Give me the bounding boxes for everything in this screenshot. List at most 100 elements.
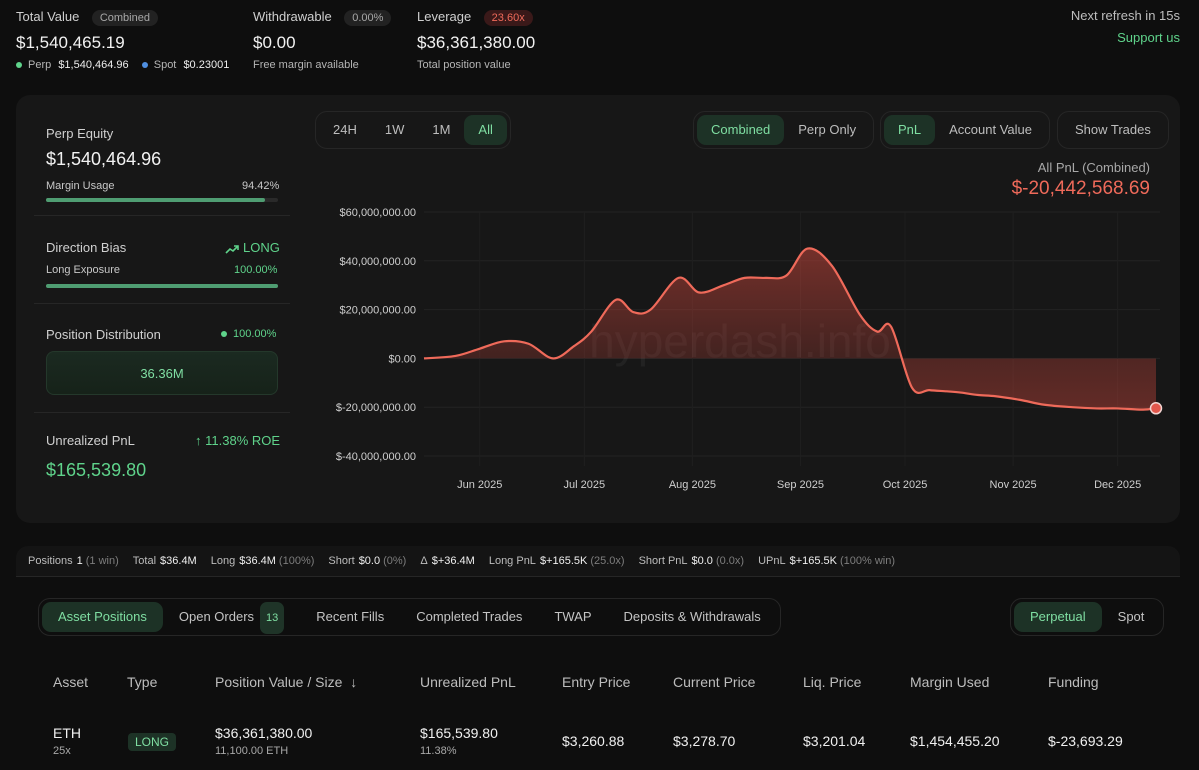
mode-perp-only[interactable]: Perp Only	[798, 122, 857, 137]
market-toggle: Perpetual Spot	[1010, 598, 1165, 636]
summary-long-pnl: Long PnL $+165.5K (25.0x)	[488, 555, 625, 567]
col-funding[interactable]: Funding	[1048, 674, 1099, 690]
spot-value: $0.23001	[183, 59, 230, 71]
long-exposure-bar	[46, 284, 278, 288]
pnl-chart[interactable]: hyperdash.info $60,000,000.00$40,000,000…	[0, 0, 1199, 530]
spot-dot-icon	[141, 62, 148, 69]
range-all[interactable]: All	[464, 115, 507, 145]
x-tick-label: Sep 2025	[777, 479, 824, 491]
margin-usage-value: 94.42%	[242, 180, 280, 192]
range-selector: 24H 1W 1M All	[315, 111, 511, 149]
tab-open-orders[interactable]: Open Orders 13	[163, 602, 300, 634]
row-entry-price: $3,260.88	[562, 733, 625, 749]
margin-usage-fill	[46, 198, 266, 202]
x-tick-label: Aug 2025	[669, 479, 716, 491]
open-orders-count: 13	[260, 602, 285, 634]
row-funding: $-23,693.29	[1048, 733, 1123, 749]
positions-summary-bar: Positions 1 (1 win) Total $36.4M Long $36.4M…	[16, 546, 1180, 576]
perp-value: $1,540,464.96	[58, 59, 129, 71]
unrealized-pnl-value: $165,539.80	[46, 460, 147, 480]
leverage-sub: Total position value	[417, 59, 511, 71]
long-label: LONG	[243, 240, 280, 255]
range-24h[interactable]: 24H	[333, 122, 357, 137]
divider	[16, 576, 1180, 577]
sort-arrow-icon: ↓	[350, 674, 358, 690]
col-liq-price[interactable]: Liq. Price	[803, 674, 862, 690]
trending-up-icon	[225, 244, 239, 254]
perp-equity-label: Perp Equity	[46, 126, 114, 141]
row-unrealized-pnl: $165,539.80	[420, 725, 498, 741]
row-asset[interactable]: ETH	[53, 725, 81, 741]
tab-completed-trades[interactable]: Completed Trades	[416, 609, 523, 624]
market-perpetual[interactable]: Perpetual	[1014, 602, 1102, 632]
col-margin-used[interactable]: Margin Used	[910, 674, 990, 690]
leverage-label: Leverage	[417, 9, 472, 24]
market-spot[interactable]: Spot	[1117, 609, 1145, 624]
row-type-badge: LONG	[128, 733, 177, 751]
summary-upnl: UPnL $+165.5K (100% win)	[758, 555, 896, 567]
show-trades-wrap: Show Trades	[1057, 111, 1169, 149]
overview-panel	[16, 95, 1180, 523]
last-point-marker[interactable]	[1149, 402, 1163, 415]
x-axis-ticks: Jun 2025 Jul 2025 Aug 2025 Sep 2025 Oct 2025…	[457, 479, 1141, 491]
support-link[interactable]: Support us	[1117, 30, 1180, 45]
y-tick-label: $-40,000,000.00	[336, 451, 416, 463]
roe-text: 11.38% ROE	[205, 433, 281, 448]
mode-combined[interactable]: Combined	[697, 115, 785, 145]
row-liq-price: $3,201.04	[803, 733, 866, 749]
metric-account-value[interactable]: Account Value	[949, 122, 1033, 137]
perp-dot-icon	[16, 62, 22, 69]
tab-deposits-withdrawals[interactable]: Deposits & Withdrawals	[623, 609, 761, 624]
range-1w[interactable]: 1W	[384, 122, 405, 137]
col-position-value[interactable]: Position Value / Size ↓	[215, 674, 358, 690]
col-entry-price[interactable]: Entry Price	[562, 674, 631, 690]
long-exposure-value: 100.00%	[234, 264, 278, 276]
row-margin-used: $1,454,455.20	[910, 733, 1000, 749]
distribution-dot-icon	[221, 331, 227, 338]
col-asset[interactable]: Asset	[53, 674, 89, 690]
chart-series-line	[423, 247, 1163, 415]
tab-asset-positions[interactable]: Asset Positions	[42, 602, 163, 632]
show-trades-button[interactable]: Show Trades	[1075, 122, 1151, 137]
withdrawable-badge: 0.00%	[344, 10, 392, 26]
divider	[34, 215, 290, 216]
y-tick-label: $60,000,000.00	[340, 207, 416, 219]
withdrawable-sub: Free margin available	[253, 59, 359, 71]
row-position-size: 11,100.00 ETH	[215, 745, 289, 757]
col-unrealized-pnl[interactable]: Unrealized PnL	[420, 674, 516, 690]
metric-pnl[interactable]: PnL	[884, 115, 936, 145]
leverage-stat: Leverage 23.60x	[417, 8, 533, 26]
col-current-price[interactable]: Current Price	[673, 674, 756, 690]
chart-title: All PnL (Combined)	[1037, 160, 1150, 175]
row-current-price: $3,278.70	[673, 733, 736, 749]
x-tick-label: Dec 2025	[1094, 479, 1141, 491]
summary-short-pnl: Short PnL $0.0 (0.0x)	[638, 555, 745, 567]
x-tick-label: Jul 2025	[564, 479, 606, 491]
tab-twap[interactable]: TWAP	[554, 609, 592, 624]
long-exposure-label: Long Exposure	[46, 264, 120, 276]
perp-equity-value: $1,540,464.96	[46, 149, 162, 169]
distribution-block-eth[interactable]: 36.36M	[46, 351, 278, 395]
area-positive	[424, 248, 1156, 359]
spot-label: Spot	[153, 59, 177, 71]
summary-short: Short $0.0 (0%)	[328, 555, 407, 567]
range-1m[interactable]: 1M	[432, 122, 451, 137]
y-tick-label: $40,000,000.00	[340, 256, 416, 268]
positions-tabbar: Asset Positions Open Orders 13 Recent Fil…	[38, 598, 781, 636]
y-axis-ticks: $60,000,000.00 $40,000,000.00 $20,000,000.…	[336, 207, 416, 463]
withdrawable-label: Withdrawable	[253, 9, 332, 24]
y-tick-label: $0.00	[388, 353, 416, 365]
mode-selector: Combined Perp Only	[693, 111, 875, 149]
margin-usage-label: Margin Usage	[46, 180, 115, 192]
chart-area-fill	[424, 248, 1156, 410]
refresh-timer: Next refresh in 15s	[1070, 8, 1180, 23]
total-value-amount: $1,540,465.19	[16, 33, 125, 52]
roe-value: ↑ 11.38% ROE	[195, 433, 280, 448]
combined-badge: Combined	[91, 10, 158, 26]
margin-usage-bar	[46, 198, 278, 202]
tab-recent-fills[interactable]: Recent Fills	[316, 609, 385, 624]
area-negative	[901, 359, 1156, 410]
col-type[interactable]: Type	[127, 674, 158, 690]
total-value-stat: Total Value Combined	[16, 8, 158, 26]
x-tick-label: Oct 2025	[883, 479, 928, 491]
